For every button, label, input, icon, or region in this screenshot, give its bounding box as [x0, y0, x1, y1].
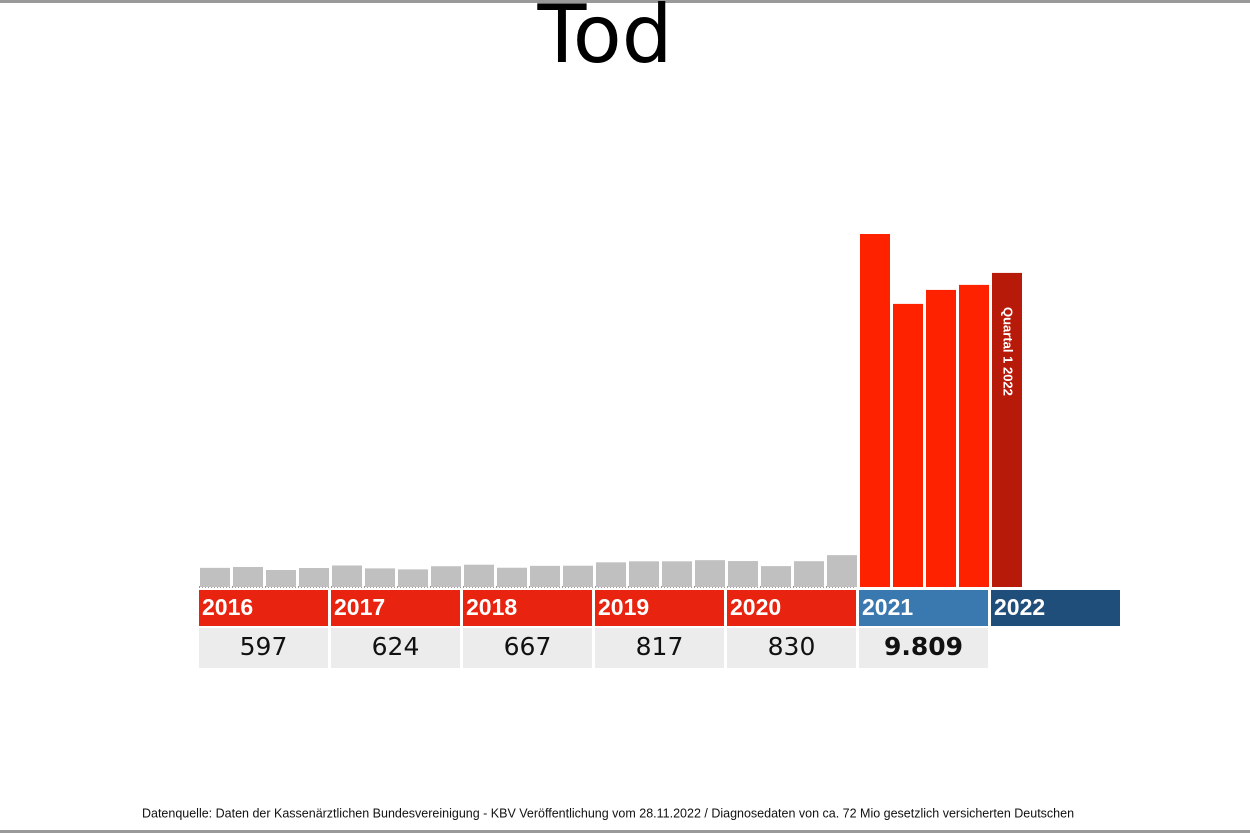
year-total: 830 [768, 632, 816, 661]
year-total: 817 [636, 632, 684, 661]
year-total: 9.809 [884, 632, 963, 661]
bar [827, 555, 857, 587]
total-box [463, 628, 592, 668]
bar [992, 272, 1022, 587]
year-total: 597 [240, 632, 288, 661]
year-label: 2020 [730, 594, 781, 620]
total-box [199, 628, 328, 668]
year-label-box [463, 590, 592, 626]
total-box [595, 628, 724, 668]
year-label: 2017 [334, 594, 385, 620]
year-label: 2019 [598, 594, 649, 620]
year-label-box [991, 590, 1120, 626]
bar [266, 569, 296, 587]
bar [662, 561, 692, 587]
year-label-box [331, 590, 460, 626]
year-label: 2022 [994, 594, 1045, 620]
year-label-box [595, 590, 724, 626]
bar [398, 569, 428, 587]
bar [464, 564, 494, 587]
bar [497, 567, 527, 587]
annotation: Quartal 1 2022 [1001, 307, 1016, 396]
top-border [0, 0, 1250, 3]
bar [893, 303, 923, 587]
bar [860, 234, 890, 587]
total-box [331, 628, 460, 668]
bar [926, 289, 956, 587]
year-label: 2021 [862, 594, 913, 620]
year-total: 667 [504, 632, 552, 661]
bar [530, 565, 560, 587]
year-label-box [199, 590, 328, 626]
bar [596, 562, 626, 587]
bar [233, 566, 263, 587]
bar [794, 561, 824, 587]
total-box [727, 628, 856, 668]
bar [200, 567, 230, 587]
year-total: 624 [372, 632, 420, 661]
chart-title: Tod [537, 0, 673, 81]
bar [332, 565, 362, 587]
year-label-box [859, 590, 988, 626]
year-label-box [727, 590, 856, 626]
bottom-border [0, 830, 1250, 833]
year-label: 2018 [466, 594, 517, 620]
year-label: 2016 [202, 594, 253, 620]
bar [728, 561, 758, 587]
source: Datenquelle: Daten der Kassenärztlichen … [142, 806, 1074, 820]
bar [431, 566, 461, 587]
bar [959, 284, 989, 587]
total-box [859, 628, 988, 668]
bar [629, 561, 659, 587]
bar [299, 567, 329, 587]
bar [563, 565, 593, 587]
bar [365, 568, 395, 587]
bar [761, 566, 791, 587]
bar [695, 560, 725, 587]
